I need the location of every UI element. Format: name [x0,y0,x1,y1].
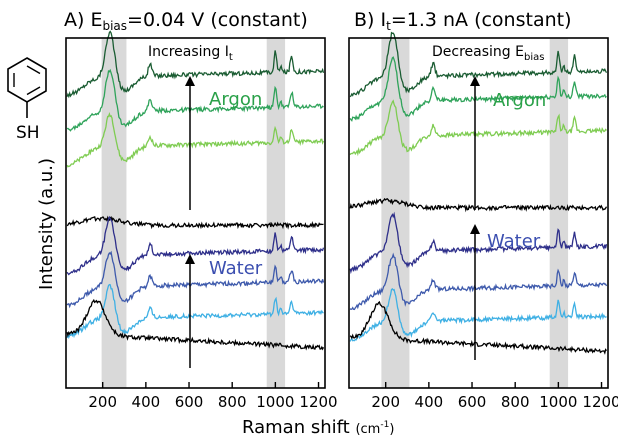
panel-a-x-tick-label: 1200 [299,393,337,411]
panel-a-series-1 [66,30,325,99]
panel-a-frame [65,37,326,389]
panel-b-series-8 [349,300,608,355]
panel-b: B) It=1.3 nA (constant) Decreasing Ebias… [348,9,618,411]
x-axis-label: Raman shift (cm-1) [242,417,394,438]
panel-a-arrow-label: Increasing It [148,44,233,63]
panel-b-series-3 [349,99,607,157]
panel-a-x-tick-label: 200 [88,393,117,411]
panel-a-x-tick-label: 600 [175,393,204,411]
panel-a-arrowhead-low [185,254,195,264]
panel-b-title: B) It=1.3 nA (constant) [354,9,572,33]
panel-b-argon-label: Argon [493,90,546,111]
panel-a-series-8 [66,298,325,351]
panel-a-band-2 [266,38,286,388]
panel-b-band-2 [549,38,569,388]
panel-b-arrowhead-low [470,224,480,234]
panel-b-x-tick-label: 600 [458,393,487,411]
panel-b-series-4 [349,197,608,213]
panel-a: A) Ebias=0.04 V (constant) Increasing It… [64,9,338,411]
panel-b-x-tick-label: 1200 [582,393,618,411]
panel-b-band-1 [381,38,410,388]
panel-b-series-6 [349,252,608,311]
panel-b-series-5 [349,211,608,275]
panel-b-series-2 [349,56,607,122]
thiol-label: SH [16,123,40,143]
panel-b-series-1 [349,31,608,98]
y-axis-label: Intensity (a.u.) [36,158,57,290]
panel-b-frame [348,37,609,389]
panel-b-series-7 [349,288,607,342]
panel-b-arrowhead-up [470,76,480,86]
panel-a-series-7 [66,283,324,340]
panel-b-arrow-label: Decreasing Ebias [432,44,544,63]
panel-a-x-tick-label: 1000 [256,393,294,411]
panel-a-argon-label: Argon [209,89,262,110]
panel-a-series-5 [66,215,325,276]
panel-b-water-label: Water [487,231,541,252]
panel-a-series-2 [66,68,324,132]
panel-a-arrowhead-up [185,76,195,86]
panel-a-water-label: Water [209,258,263,279]
panel-a-series-6 [66,250,325,309]
panel-a-title: A) Ebias=0.04 V (constant) [64,9,308,33]
benzenethiol-icon [7,57,47,118]
panel-b-x-tick-label: 1000 [539,393,577,411]
panel-b-x-tick-label: 400 [415,393,444,411]
panel-a-series-3 [66,111,325,168]
panel-a-x-tick-label: 800 [218,393,247,411]
panel-a-x-tick-label: 400 [132,393,161,411]
panel-b-x-tick-label: 800 [501,393,530,411]
panel-b-x-tick-label: 200 [371,393,400,411]
